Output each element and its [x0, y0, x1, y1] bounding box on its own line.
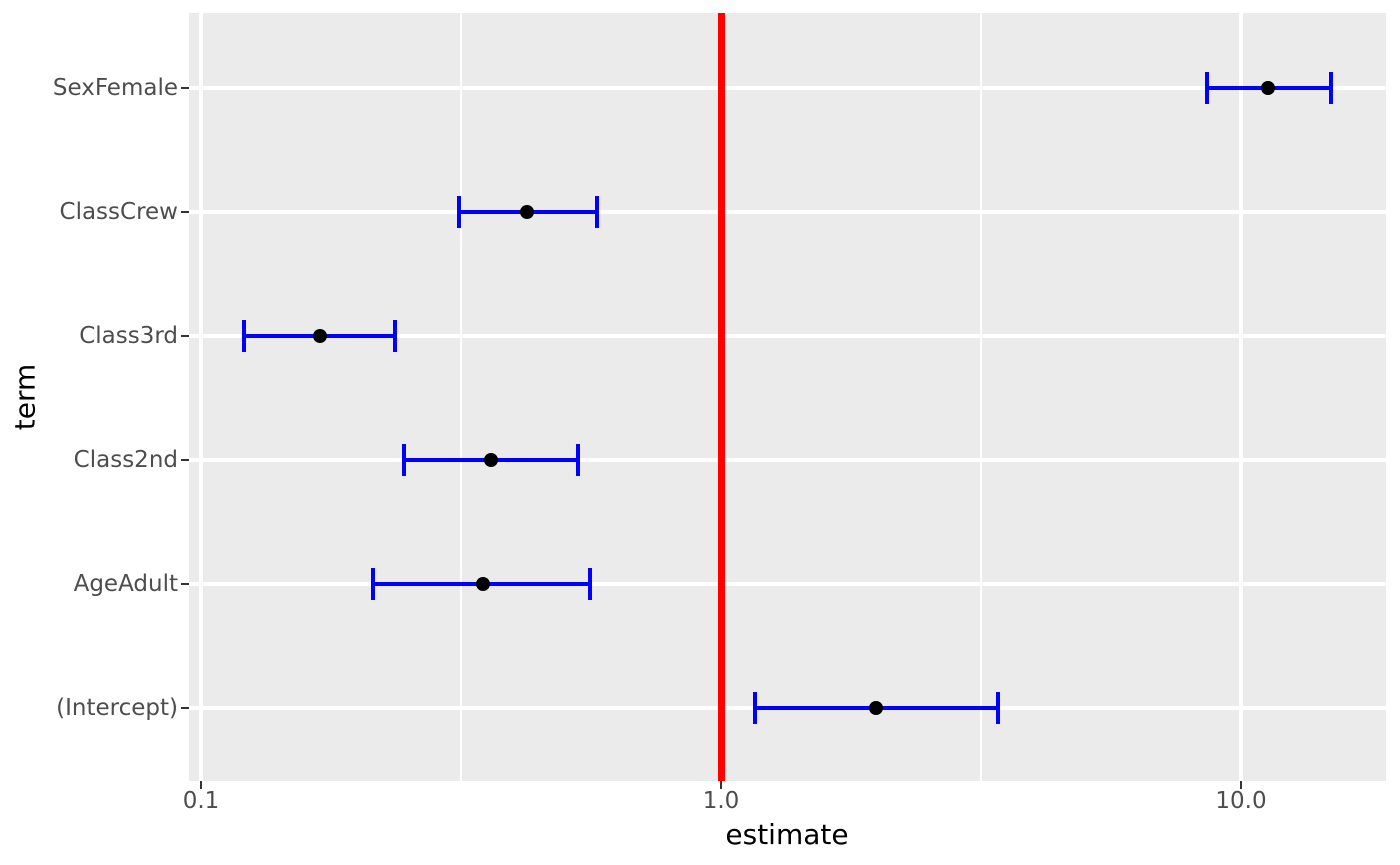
errorbar-cap-high: [1329, 72, 1334, 104]
gridline-vertical-minor: [459, 13, 462, 781]
gridline-vertical-major: [1239, 13, 1243, 781]
gridline-vertical-minor: [980, 13, 982, 781]
y-tick-mark: [181, 211, 189, 213]
y-tick-mark: [181, 583, 189, 585]
errorbar-cap-high: [594, 196, 599, 228]
estimate-point: [476, 577, 491, 591]
y-axis-title: term: [8, 363, 42, 431]
y-tick-label: SexFemale: [52, 75, 178, 101]
y-tick-label: AgeAdult: [73, 571, 178, 597]
gridline-horizontal: [189, 458, 1386, 462]
errorbar-cap-low: [1204, 72, 1209, 104]
errorbar-cap-low: [402, 444, 407, 476]
estimate-point: [312, 329, 327, 343]
errorbar-cap-high: [588, 568, 593, 600]
gridline-horizontal: [189, 334, 1386, 338]
errorbar-cap-low: [370, 568, 375, 600]
gridline-horizontal: [189, 210, 1386, 214]
y-tick-label: Class2nd: [73, 447, 178, 473]
plot-panel: [189, 13, 1386, 781]
estimate-point: [483, 453, 498, 467]
estimate-point: [869, 701, 884, 715]
x-axis-title: estimate: [725, 818, 849, 851]
y-tick-label: Class3rd: [79, 323, 178, 349]
errorbar-cap-high: [996, 692, 1001, 724]
x-tick-label: 0.1: [182, 788, 220, 814]
x-tick-mark: [720, 781, 722, 789]
y-tick-mark: [181, 87, 189, 89]
y-tick-mark: [181, 335, 189, 337]
y-tick-label: ClassCrew: [59, 199, 178, 225]
estimate-point: [1260, 81, 1275, 95]
x-tick-mark: [200, 781, 202, 789]
x-tick-mark: [1240, 781, 1242, 789]
gridline-vertical-major: [199, 13, 203, 781]
errorbar-cap-high: [392, 320, 397, 352]
y-tick-label: (Intercept): [56, 695, 178, 721]
y-tick-mark: [181, 707, 189, 709]
errorbar-cap-low: [242, 320, 247, 352]
gridline-horizontal: [189, 582, 1386, 586]
x-tick-label: 10.0: [1215, 788, 1267, 814]
errorbar-cap-low: [752, 692, 757, 724]
y-tick-mark: [181, 459, 189, 461]
reference-line: [717, 13, 725, 781]
gridline-horizontal: [189, 86, 1386, 90]
errorbar-cap-low: [456, 196, 461, 228]
errorbar-cap-high: [575, 444, 580, 476]
x-tick-label: 1.0: [702, 788, 740, 814]
estimate-point: [520, 205, 535, 219]
